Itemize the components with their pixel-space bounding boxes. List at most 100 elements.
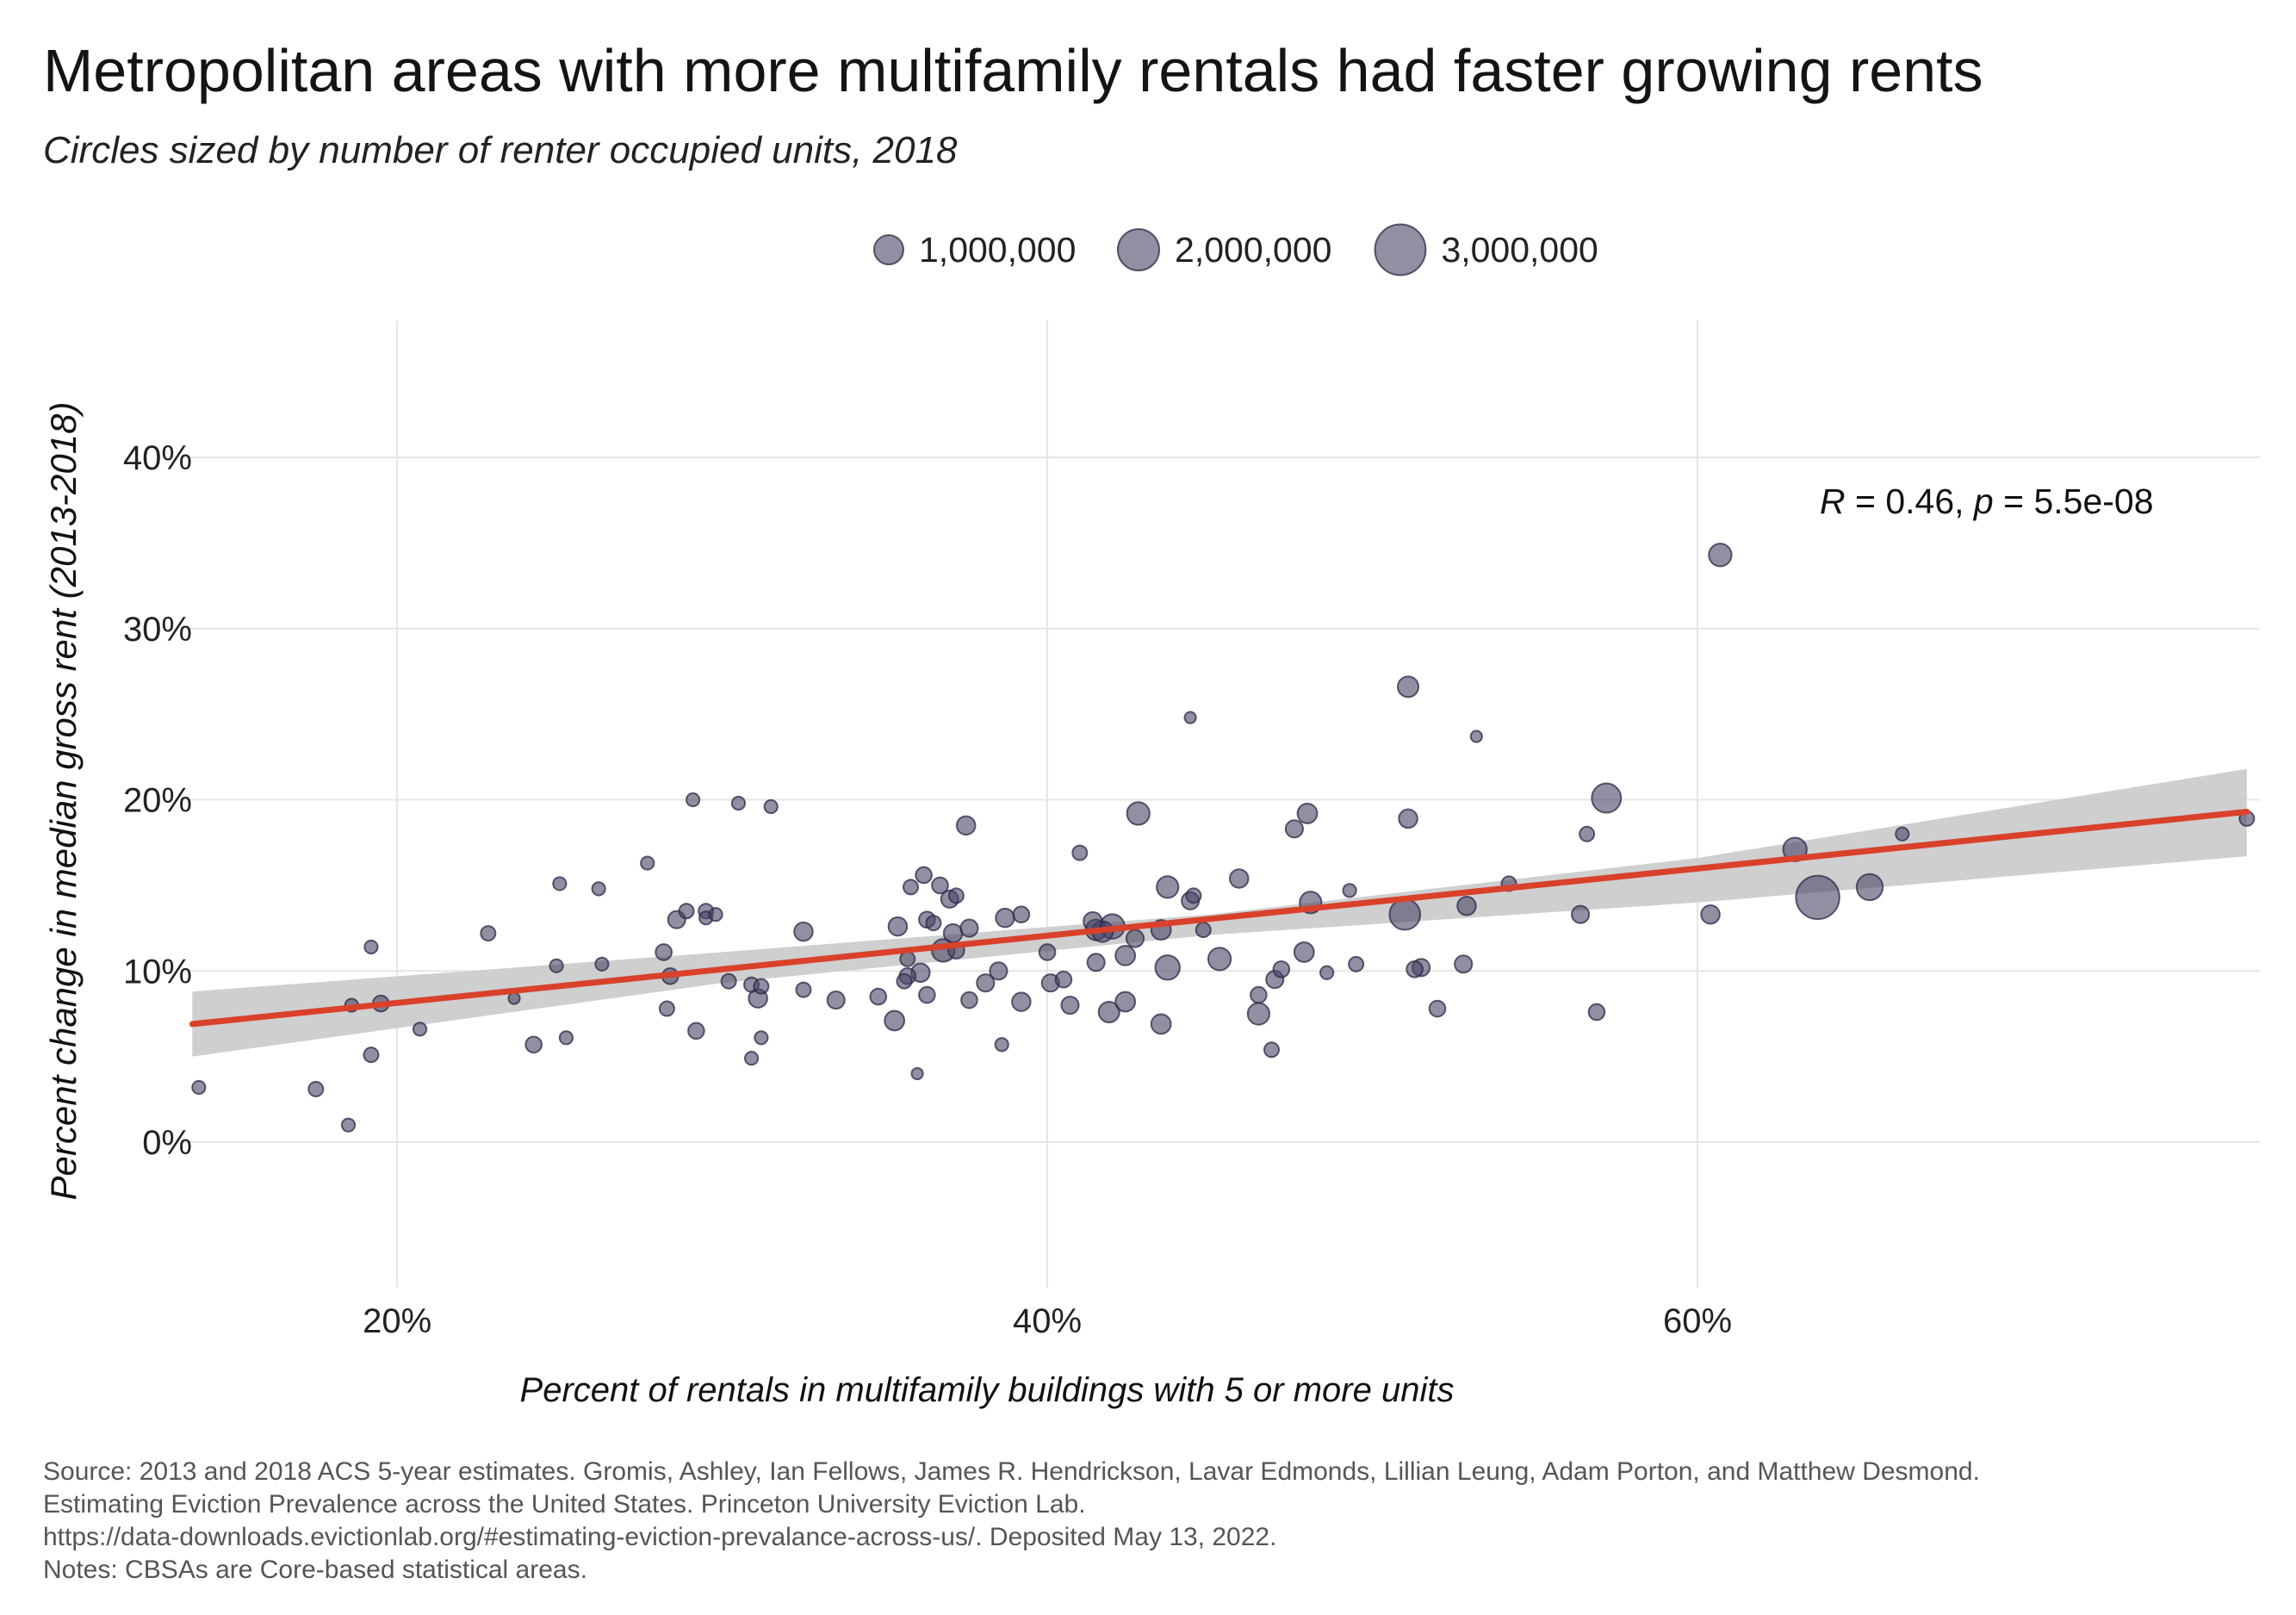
data-point	[1263, 1041, 1281, 1059]
data-point	[507, 991, 521, 1005]
data-point	[1012, 905, 1031, 924]
data-point	[552, 876, 568, 891]
data-point	[1011, 991, 1032, 1012]
legend-circle	[1116, 227, 1161, 272]
data-point	[884, 1009, 906, 1032]
data-point	[743, 1051, 760, 1066]
grid-lines	[183, 320, 2260, 1288]
data-point	[558, 1030, 574, 1046]
data-point	[1054, 970, 1073, 989]
data-point	[1071, 844, 1089, 861]
data-point	[1388, 898, 1422, 931]
data-point	[1587, 1003, 1606, 1022]
chart-subtitle: Circles sized by number of renter occupi…	[43, 129, 958, 171]
data-point	[995, 907, 1015, 929]
scatter-plot: 1,000,000 2,000,000 3,000,000 20% 40% 60% 0% 1…	[43, 223, 2260, 1409]
legend-label: 1,000,000	[919, 230, 1076, 270]
legend-circle	[873, 234, 904, 265]
data-point	[942, 922, 964, 944]
data-point	[896, 972, 913, 990]
data-point	[887, 916, 909, 937]
confidence-band	[192, 768, 2247, 1057]
x-tick-label: 40%	[1013, 1302, 1082, 1340]
x-tick-label: 20%	[363, 1302, 431, 1340]
chart-title: Metropolitan areas with more multifamily…	[43, 37, 1983, 104]
data-point	[1579, 825, 1596, 842]
data-point	[1406, 960, 1424, 978]
data-point	[1060, 995, 1080, 1016]
trend-line	[189, 808, 2250, 1028]
data-point	[1469, 730, 1483, 743]
data-point	[754, 1030, 769, 1046]
p-label: p	[1972, 481, 1994, 521]
data-point	[1185, 887, 1202, 904]
data-point	[640, 855, 655, 871]
data-point	[591, 881, 606, 897]
data-point	[1154, 954, 1181, 981]
data-point	[1207, 947, 1232, 972]
correlation-annotation: R = 0.46, p = 5.5e-08	[1820, 481, 2154, 521]
data-point	[910, 1066, 924, 1081]
legend-label: 3,000,000	[1441, 230, 1598, 270]
x-axis-title: Percent of rentals in multifamily buildi…	[520, 1371, 1455, 1409]
data-point	[1086, 953, 1106, 972]
data-point	[959, 918, 979, 938]
data-point	[1296, 803, 1319, 824]
data-point	[1272, 960, 1291, 978]
data-point	[1895, 826, 1910, 842]
data-point	[1183, 711, 1197, 724]
data-point	[1348, 955, 1365, 972]
data-point	[655, 943, 673, 961]
data-point	[1342, 883, 1357, 898]
data-point	[1700, 904, 1721, 925]
data-point	[1397, 675, 1420, 699]
data-point	[1038, 943, 1057, 961]
y-tick-label: 20%	[123, 782, 192, 820]
data-point	[763, 798, 779, 815]
y-tick-label: 10%	[123, 953, 192, 991]
data-point	[960, 991, 978, 1009]
y-tick-label: 0%	[142, 1124, 192, 1162]
data-point	[1571, 904, 1591, 924]
data-point	[826, 991, 846, 1010]
data-point	[730, 795, 747, 811]
data-point	[363, 939, 379, 955]
data-point	[918, 985, 936, 1004]
data-point	[1284, 819, 1304, 839]
data-point	[994, 1037, 1009, 1053]
data-point	[1456, 896, 1477, 916]
data-point	[340, 1117, 357, 1133]
data-point	[793, 921, 814, 942]
axes: 20% 40% 60% 0% 10% 20% 30% 40%	[123, 439, 1732, 1340]
p-value: = 5.5e-08	[1994, 481, 2154, 521]
data-point	[363, 1047, 380, 1064]
data-point	[903, 879, 920, 896]
data-point	[1454, 954, 1474, 974]
data-point	[1250, 985, 1268, 1004]
data-point	[795, 981, 812, 998]
data-point	[412, 1022, 428, 1037]
y-axis-title: Percent change in median gross rent (201…	[43, 402, 84, 1201]
data-point	[915, 866, 933, 885]
data-point	[989, 961, 1008, 981]
data-point	[1150, 1013, 1172, 1035]
source-line: Source: 2013 and 2018 ACS 5-year estimat…	[43, 1457, 1980, 1486]
data-point	[976, 973, 996, 993]
data-point	[708, 907, 723, 922]
notes-line: Notes: CBSAs are Core-based statistical …	[43, 1556, 587, 1584]
data-point	[686, 792, 701, 808]
r-label: R	[1820, 481, 1846, 521]
data-point	[925, 915, 942, 932]
data-point	[307, 1080, 325, 1097]
data-point	[955, 815, 977, 836]
data-point	[1114, 991, 1137, 1013]
data-point	[1855, 873, 1884, 902]
data-point	[594, 956, 610, 972]
data-point	[753, 978, 770, 995]
source-line: Estimating Eviction Prevalence across th…	[43, 1490, 1086, 1519]
data-point	[1097, 1000, 1120, 1024]
data-point	[1795, 874, 1840, 921]
data-point	[191, 1079, 207, 1096]
data-point	[1293, 941, 1315, 963]
data-point	[1156, 875, 1180, 899]
